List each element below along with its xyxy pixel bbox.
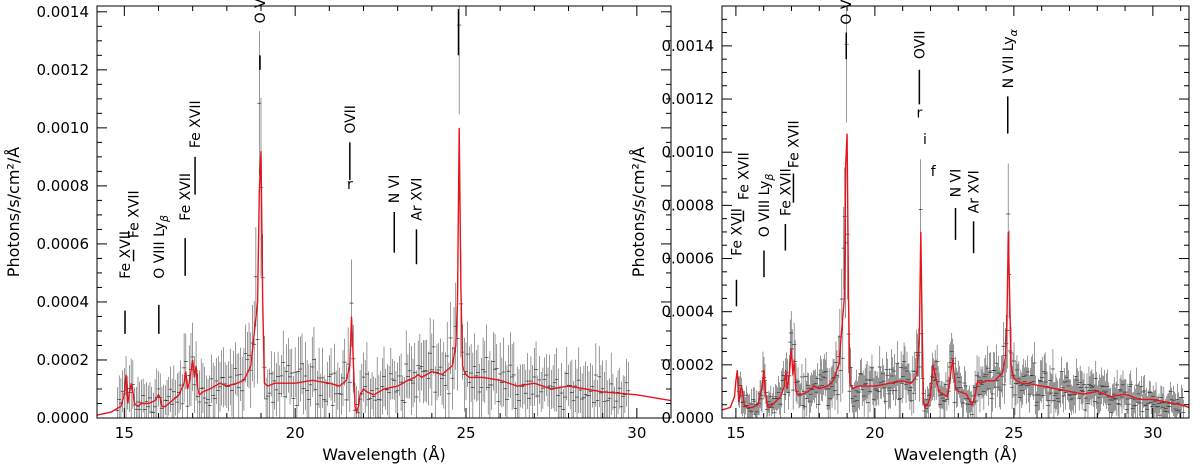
line-label-text: N VII Ly: [1001, 36, 1017, 88]
line-label-subscript: α: [1007, 28, 1020, 36]
line-label-text: N VI: [949, 169, 965, 198]
line-label: Fe XVII: [736, 152, 752, 200]
line-label: O VIII Lyβ: [152, 215, 171, 279]
line-label-text: Fe XVII: [786, 120, 802, 168]
line-label: Fe XVII: [729, 208, 745, 256]
x-axis-title: Wavelength (Å): [894, 445, 1017, 464]
y-axis-title: Photons/s/cm²/Å: [629, 147, 648, 277]
line-label: OVII: [343, 105, 359, 134]
line-label-text: Fe XVII: [188, 100, 204, 148]
model-spectrum-line: [722, 133, 1189, 411]
y-axis-title: Photons/s/cm²/Å: [4, 147, 23, 277]
line-label-text: O VIII Ly: [253, 0, 269, 23]
line-label: Ar XVI: [967, 170, 983, 213]
observed-data-points: [736, 6, 1186, 418]
line-label-text: Fe XVII: [729, 208, 745, 256]
line-label-text: Fe XVII: [736, 152, 752, 200]
right-spectrum-panel: 15 20 25 30 0.0000 0.0002 0.0004 0.0006 0.0008 0.…: [629, 0, 1190, 464]
line-label: Fe XVII: [778, 168, 794, 216]
x-tick-label: 15: [726, 424, 745, 442]
line-label: Fe XVII: [127, 190, 143, 238]
left-spectrum-panel: 15 20 25 30 0.0000 0.0002 0.0004 0.0006 0.0008 0.…: [4, 0, 672, 464]
y-tick-label: 0.0012: [37, 61, 90, 79]
line-label: Fe XVII: [118, 231, 134, 279]
line-label: O VIII Lyα: [253, 0, 272, 23]
line-label: Ar XVI: [409, 178, 425, 221]
y-tick-label: 0.0008: [662, 196, 715, 214]
line-label-text: N VI: [387, 175, 403, 204]
y-tick-label: 0.0010: [37, 119, 90, 137]
x-axis-title: Wavelength (Å): [322, 445, 445, 464]
y-tick-label: 0.0014: [662, 37, 715, 55]
line-label-text: Fe XVII: [127, 190, 143, 238]
line-label: Fe XVII: [786, 120, 802, 168]
triplet-component-label: i: [923, 132, 927, 148]
triplet-component-label: r: [916, 106, 922, 122]
line-label: Fe XVII: [178, 173, 194, 221]
triplet-component-label: r: [347, 177, 353, 193]
y-tick-label: 0.0006: [662, 250, 715, 268]
line-label: O VIII Lyα: [839, 0, 858, 25]
plot-frame: [96, 5, 672, 419]
line-label-text: O VIII Ly: [839, 0, 855, 25]
line-label: Fe XVII: [188, 100, 204, 148]
line-label-subscript: β: [158, 215, 171, 223]
y-tick-label: 0.0004: [37, 293, 90, 311]
line-label-text: O VIII Ly: [152, 222, 168, 279]
line-label-text: Fe XVII: [778, 168, 794, 216]
line-label-text: Fe XVII: [178, 173, 194, 221]
y-tick-label: 0.0012: [662, 90, 715, 108]
x-tick-label: 30: [627, 424, 646, 442]
y-tick-label: 0.0010: [662, 143, 715, 161]
x-tick-label: 25: [456, 424, 475, 442]
x-tick-label: 30: [1143, 424, 1162, 442]
y-tick-label: 0.0006: [37, 235, 90, 253]
y-tick-label: 0.0000: [662, 409, 715, 427]
x-tick-label: 25: [1004, 424, 1023, 442]
y-tick-label: 0.0000: [37, 409, 90, 427]
line-label: O VIII Lyβ: [757, 174, 776, 238]
line-label-text: OVII: [912, 31, 928, 60]
y-tick-label: 0.0008: [37, 177, 90, 195]
line-label-text: OVII: [343, 105, 359, 134]
x-tick-label: 15: [115, 424, 134, 442]
x-tick-label: 20: [865, 424, 884, 442]
x-tick-label: 20: [286, 424, 305, 442]
model-spectrum-line: [97, 127, 671, 416]
line-label-text: Fe XVII: [118, 231, 134, 279]
line-label-text: Ar XVI: [967, 170, 983, 213]
triplet-component-label: f: [931, 164, 937, 180]
y-tick-label: 0.0002: [662, 356, 715, 374]
line-label-text: Ar XVI: [409, 178, 425, 221]
y-tick-label: 0.0004: [662, 303, 715, 321]
line-label: N VII Lyα: [1001, 28, 1020, 88]
line-label-text: O VIII Ly: [757, 181, 773, 238]
line-label: OVII: [912, 31, 928, 60]
line-label: N VI: [949, 169, 965, 198]
plot-frame: [721, 5, 1190, 419]
line-label-subscript: β: [763, 174, 776, 182]
y-tick-label: 0.0002: [37, 351, 90, 369]
line-label: N VI: [387, 175, 403, 204]
y-tick-label: 0.0014: [37, 3, 90, 21]
